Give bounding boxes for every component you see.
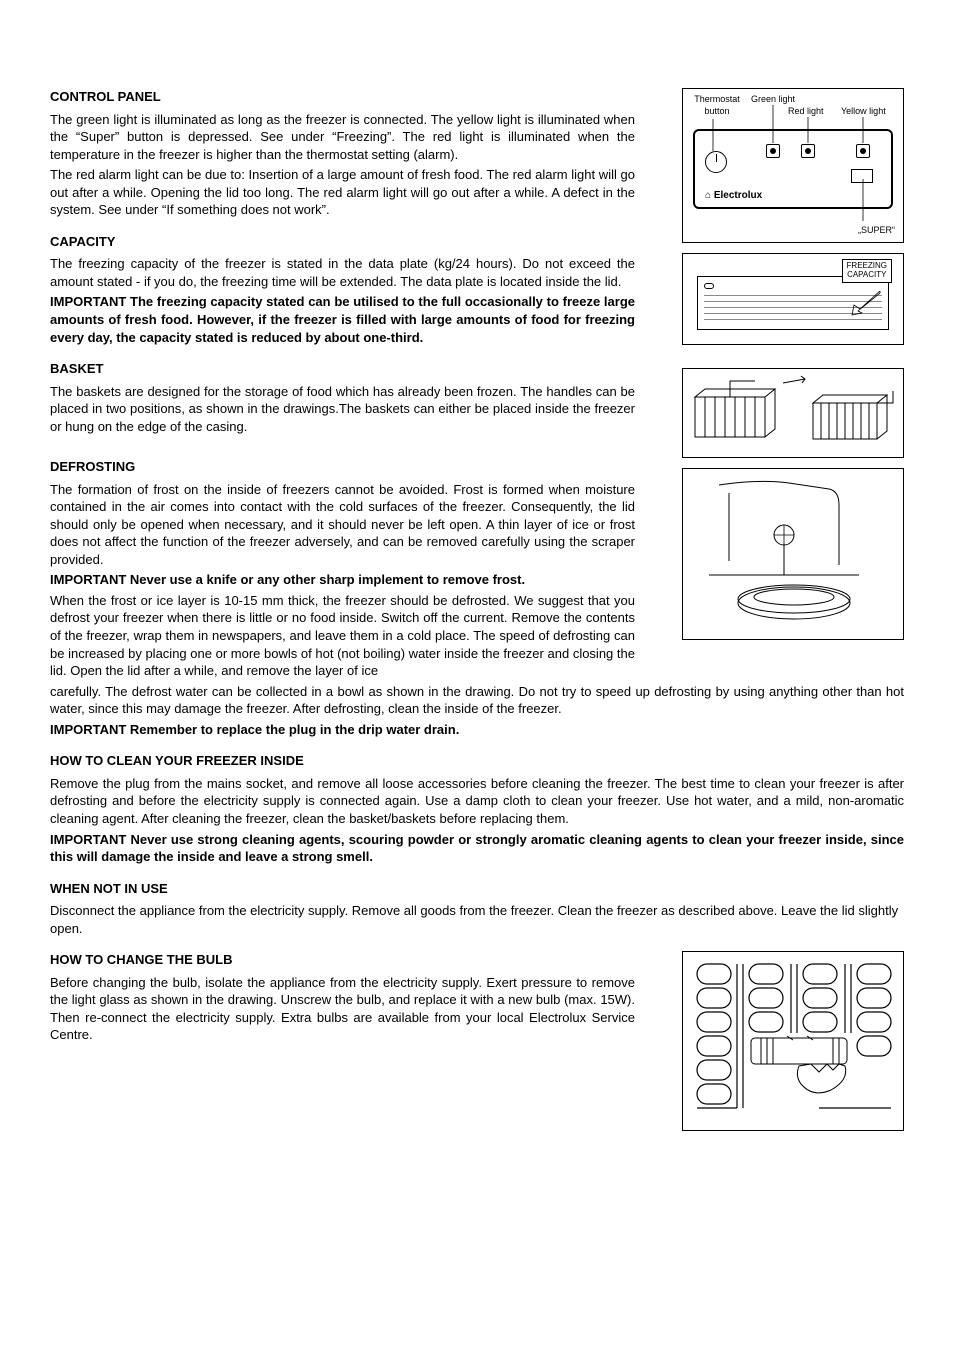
basket-diagram-icon: [689, 375, 899, 453]
block-bulb: HOW TO CHANGE THE BULB Before changing t…: [50, 951, 904, 1131]
data-plate-icon: FREEZINGCAPACITY: [697, 276, 889, 330]
capacity-arrow-icon: [850, 291, 884, 321]
bulb-diagram-icon: [689, 958, 899, 1126]
important-defrosting-2: IMPORTANT Remember to replace the plug i…: [50, 721, 904, 739]
block-basket: BASKET The baskets are designed for the …: [50, 360, 904, 458]
para-basket-1: The baskets are designed for the storage…: [50, 383, 635, 436]
plate-screw-icon: [704, 283, 714, 289]
figure-basket: [682, 368, 904, 458]
para-defrosting-2: When the frost or ice layer is 10-15 mm …: [50, 592, 635, 680]
heading-capacity: CAPACITY: [50, 233, 635, 251]
important-capacity: IMPORTANT The freezing capacity stated c…: [50, 293, 635, 346]
figure-bulb: [682, 951, 904, 1131]
para-defrosting-1: The formation of frost on the inside of …: [50, 481, 635, 569]
red-light-icon: [801, 144, 815, 158]
para-bulb-1: Before changing the bulb, isolate the ap…: [50, 974, 635, 1044]
heading-not-in-use: WHEN NOT IN USE: [50, 880, 904, 898]
heading-defrosting: DEFROSTING: [50, 458, 635, 476]
thermostat-knob-icon: [705, 151, 727, 173]
para-defrosting-3: carefully. The defrost water can be coll…: [50, 683, 904, 718]
section-bulb: HOW TO CHANGE THE BULB Before changing t…: [50, 951, 635, 1044]
section-defrosting-cont: carefully. The defrost water can be coll…: [50, 683, 904, 739]
freezing-capacity-text: FREEZINGCAPACITY: [847, 261, 887, 279]
section-clean: HOW TO CLEAN YOUR FREEZER INSIDE Remove …: [50, 752, 904, 865]
yellow-light-icon: [856, 144, 870, 158]
brand-logo: ⌂ Electrolux: [705, 189, 762, 203]
col-text-basket: BASKET The baskets are designed for the …: [50, 360, 635, 449]
defrost-diagram-icon: [689, 475, 899, 635]
heading-basket: BASKET: [50, 360, 635, 378]
section-not-in-use: WHEN NOT IN USE Disconnect the appliance…: [50, 880, 904, 938]
para-clean-1: Remove the plug from the mains socket, a…: [50, 775, 904, 828]
block-control-capacity: CONTROL PANEL The green light is illumin…: [50, 88, 904, 360]
freezing-capacity-callout: FREEZINGCAPACITY: [842, 259, 892, 283]
col-text-bulb: HOW TO CHANGE THE BULB Before changing t…: [50, 951, 635, 1058]
col-fig-defrosting: [682, 458, 904, 640]
para-control-panel-2: The red alarm light can be due to: Inser…: [50, 166, 635, 219]
section-defrosting: DEFROSTING The formation of frost on the…: [50, 458, 635, 680]
section-basket: BASKET The baskets are designed for the …: [50, 360, 635, 435]
important-defrosting-1: IMPORTANT Never use a knife or any other…: [50, 571, 635, 589]
block-defrosting: DEFROSTING The formation of frost on the…: [50, 458, 904, 683]
important-clean: IMPORTANT Never use strong cleaning agen…: [50, 831, 904, 866]
figure-capacity-plate: FREEZINGCAPACITY: [682, 253, 904, 345]
heading-control-panel: CONTROL PANEL: [50, 88, 635, 106]
figure-control-panel: Thermostat button Green light Red light …: [682, 88, 904, 243]
col-text-defrosting: DEFROSTING The formation of frost on the…: [50, 458, 635, 683]
para-control-panel-1: The green light is illuminated as long a…: [50, 111, 635, 164]
section-capacity: CAPACITY The freezing capacity of the fr…: [50, 233, 635, 346]
heading-bulb: HOW TO CHANGE THE BULB: [50, 951, 635, 969]
col-fig-control-capacity: Thermostat button Green light Red light …: [682, 88, 904, 345]
col-text-control-capacity: CONTROL PANEL The green light is illumin…: [50, 88, 635, 360]
super-button-icon: [851, 169, 873, 183]
para-not-in-use-1: Disconnect the appliance from the electr…: [50, 902, 904, 937]
col-fig-bulb: [682, 951, 904, 1131]
heading-clean: HOW TO CLEAN YOUR FREEZER INSIDE: [50, 752, 904, 770]
label-super: „SUPER“: [858, 224, 895, 236]
col-fig-basket: [682, 360, 904, 458]
section-control-panel: CONTROL PANEL The green light is illumin…: [50, 88, 635, 219]
para-capacity-1: The freezing capacity of the freezer is …: [50, 255, 635, 290]
figure-defrosting: [682, 468, 904, 640]
green-light-icon: [766, 144, 780, 158]
